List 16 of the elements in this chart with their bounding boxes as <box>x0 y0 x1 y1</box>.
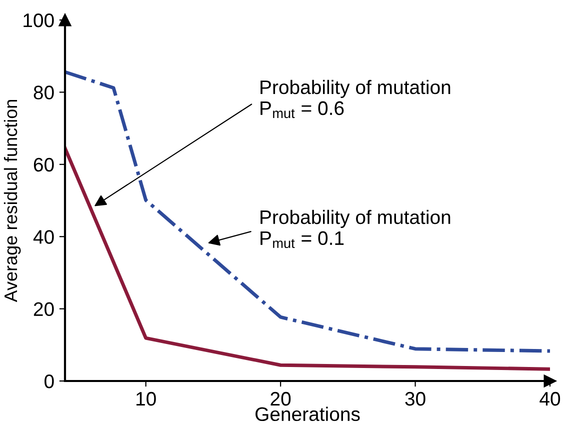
y-tick-label: 20 <box>34 302 54 316</box>
x-tick-label: 10 <box>136 392 156 406</box>
y-tick-label: 60 <box>34 158 54 172</box>
x-tick-label: 40 <box>540 392 560 406</box>
y-tick-label: 100 <box>24 13 54 28</box>
y-tick-label: 0 <box>44 374 54 388</box>
line-series <box>65 146 550 371</box>
y-tick-label: 80 <box>34 86 54 100</box>
annotation: Probability of mutation P$_{mut}$ = 0.6 <box>260 80 450 118</box>
x-tick-label: 30 <box>405 392 426 406</box>
x-axis-title: Generations <box>256 406 360 422</box>
y-axis-title: Average residual function <box>4 100 21 302</box>
y-tick-label: 40 <box>33 230 54 244</box>
x-tick-label: 20 <box>270 392 291 406</box>
annotation: Probability of mutation P$_{mut}$ = 0.1 <box>260 210 450 248</box>
line-series <box>65 70 550 353</box>
